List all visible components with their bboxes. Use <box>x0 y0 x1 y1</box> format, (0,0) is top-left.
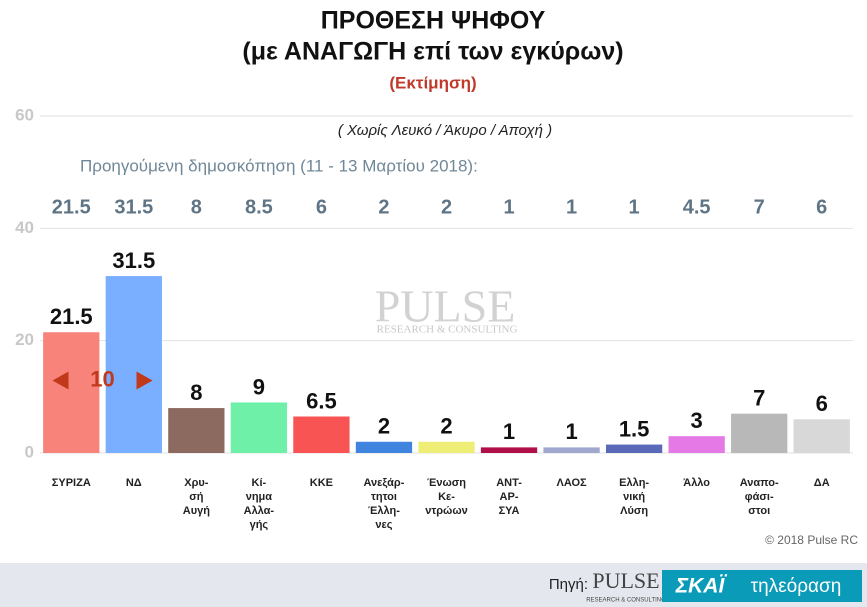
watermark-sub: RESEARCH & CONSULTING <box>377 324 518 336</box>
previous-value: 21.5 <box>52 196 91 218</box>
channel-box <box>662 570 862 602</box>
bar <box>230 402 288 453</box>
value-label: 1 <box>565 419 577 444</box>
value-label: 3 <box>691 408 703 433</box>
bar <box>543 447 600 453</box>
x-tick-label: Ένωση Κε- ντρώων <box>425 477 468 517</box>
x-tick-label: ΚΚΕ <box>309 477 334 489</box>
lead-annotation: 10 <box>90 366 114 391</box>
estimate-label: (Εκτίμηση) <box>389 73 476 92</box>
watermark: PULSE <box>375 281 516 332</box>
bar <box>43 332 100 453</box>
lead-arrow-right <box>136 371 153 390</box>
value-label: 2 <box>378 414 390 439</box>
bar <box>168 408 225 453</box>
x-tick-label: Ελλη- νική Λύση <box>619 477 650 517</box>
bar <box>668 436 725 453</box>
bar <box>793 419 850 453</box>
value-label: 9 <box>253 374 265 399</box>
value-label: 6.5 <box>306 388 337 413</box>
bar <box>418 441 475 453</box>
previous-label: Προηγούμενη δημοσκόπηση (11 - 13 Μαρτίου… <box>80 156 478 175</box>
value-label: 1.5 <box>619 416 650 441</box>
value-label: 6 <box>816 391 828 416</box>
source-logo: PULSE <box>592 568 659 593</box>
previous-value: 6 <box>316 196 327 218</box>
previous-value: 31.5 <box>114 196 153 218</box>
x-tick-label: Χρυ- σή Αυγή <box>182 477 210 517</box>
copyright: © 2018 Pulse RC <box>765 533 858 547</box>
bar <box>731 413 788 453</box>
y-tick-label: 40 <box>15 218 34 237</box>
source-label: Πηγή: <box>549 576 588 593</box>
value-label: 8 <box>190 380 202 405</box>
bar <box>480 447 538 453</box>
x-tick-label: ΔΑ <box>813 477 830 489</box>
channel-sub: τηλεόραση <box>751 576 842 597</box>
note: ( Χωρίς Λευκό / Άκυρο / Αποχή ) <box>338 122 552 139</box>
bar <box>605 444 663 453</box>
previous-value: 2 <box>378 196 389 218</box>
x-tick-label: Άλλο <box>683 477 711 489</box>
lead-arrow-left <box>52 371 69 390</box>
x-tick-label: ΛΑΟΣ <box>556 477 587 489</box>
value-label: 1 <box>503 419 515 444</box>
channel: ΣΚΑΪ <box>675 575 728 598</box>
bar <box>355 441 413 453</box>
y-tick-label: 20 <box>15 330 34 349</box>
previous-value: 8 <box>191 196 202 218</box>
bar <box>105 276 162 453</box>
x-tick-label: Αναπο- φάσι- στοι <box>739 477 779 517</box>
plot: 020406021.521.531.531.58898.56.562222111… <box>15 105 853 461</box>
x-tick-label: ΣΥΡΙΖΑ <box>51 477 91 489</box>
value-label: 31.5 <box>112 248 155 273</box>
chart-subtitle: (με ΑΝΑΓΩΓΗ επί των εγκύρων) <box>242 38 623 66</box>
previous-value: 2 <box>441 196 452 218</box>
y-tick-label: 0 <box>25 442 34 461</box>
x-tick-label: ΑΝΤ- ΑΡ- ΣΥΑ <box>496 477 522 517</box>
previous-value: 6 <box>816 196 827 218</box>
value-label: 21.5 <box>50 304 93 329</box>
previous-value: 4.5 <box>683 196 711 218</box>
previous-value: 7 <box>754 196 765 218</box>
x-tick-label: Κί- νημα Αλλα- γής <box>243 477 275 531</box>
x-tick-label: ΝΔ <box>125 477 142 489</box>
previous-value: 1 <box>566 196 577 218</box>
y-tick-label: 60 <box>15 105 34 124</box>
value-label: 2 <box>440 414 452 439</box>
chart-title: ΠΡΟΘΕΣΗ ΨΗΦΟΥ <box>321 7 546 35</box>
value-label: 7 <box>753 385 765 410</box>
x-tick-label: Ανεξάρ- τητοι Έλλη- νες <box>363 477 405 531</box>
previous-value: 1 <box>503 196 514 218</box>
previous-value: 1 <box>629 196 640 218</box>
source-logo-sub: RESEARCH & CONSULTING <box>586 598 666 604</box>
bar <box>293 416 350 453</box>
previous-value: 8.5 <box>245 196 273 218</box>
